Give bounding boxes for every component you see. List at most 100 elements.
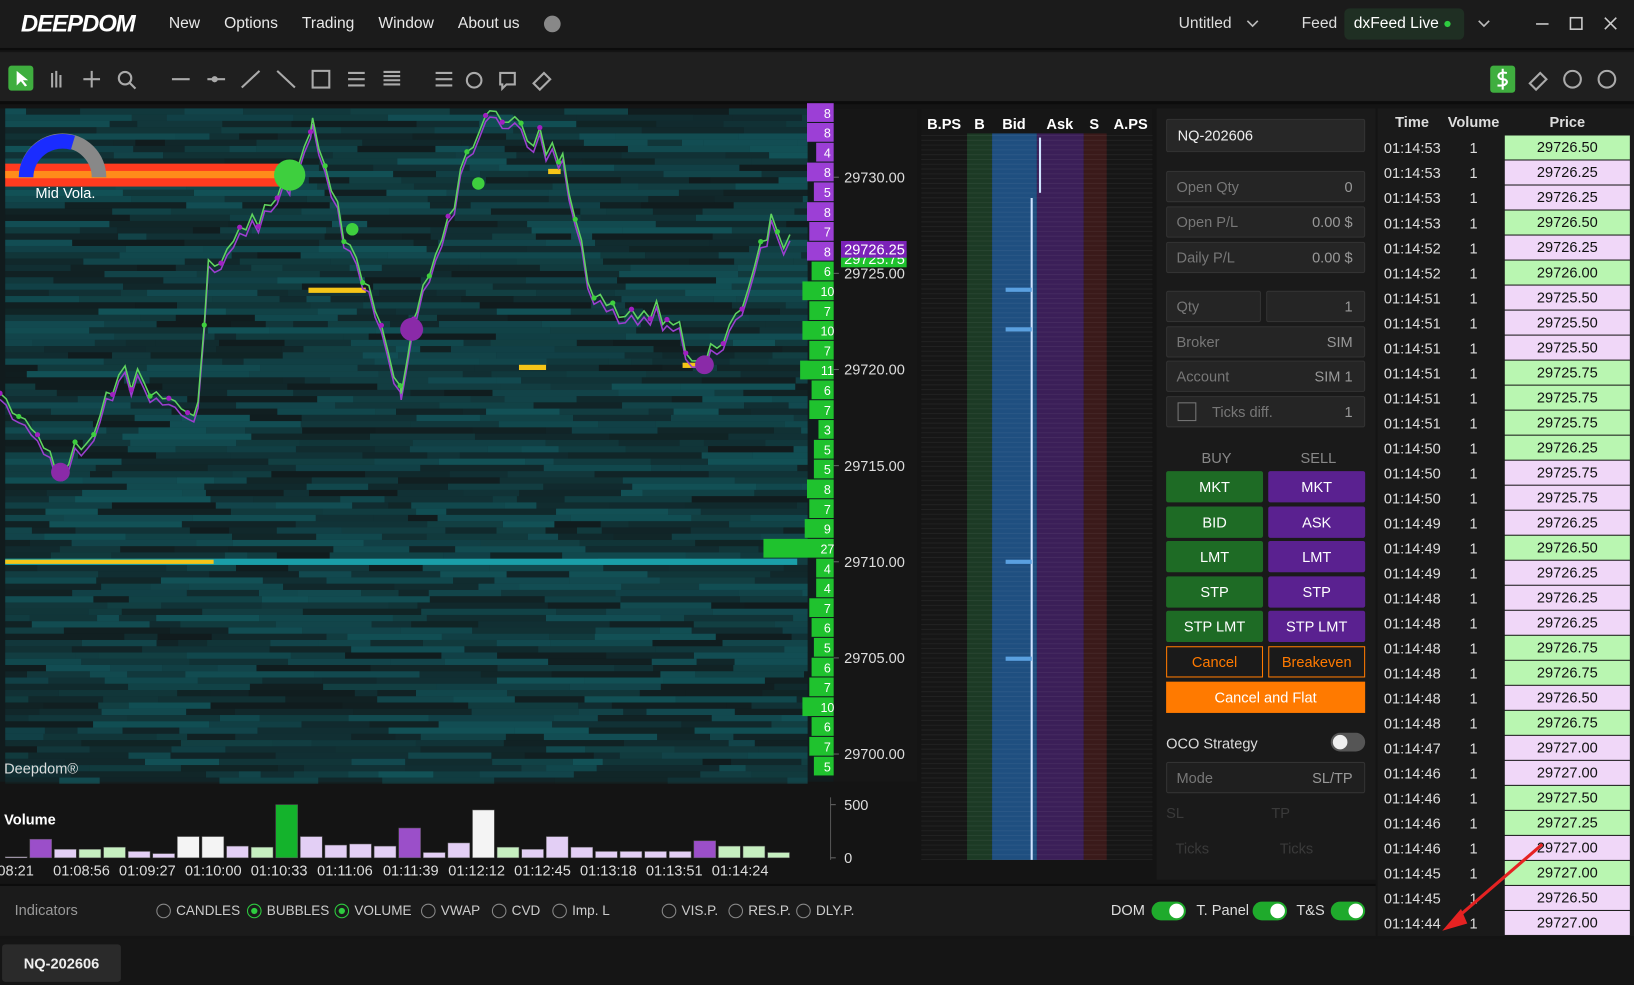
heatmap-cell: [462, 408, 487, 415]
buy-button[interactable]: STP LMT: [1166, 610, 1264, 643]
heatmap-cell: [210, 496, 254, 503]
heatmap-cell: [5, 521, 50, 528]
heatmap-cell: [480, 539, 580, 547]
sell-button[interactable]: MKT: [1268, 471, 1366, 503]
cancel-flat-button[interactable]: Cancel and Flat: [1166, 681, 1366, 713]
heatmap-cell: [256, 145, 358, 153]
menu-item[interactable]: Options: [224, 14, 278, 33]
heatmap-cell: [145, 346, 217, 353]
toggle-label: T. Panel: [1196, 901, 1250, 919]
heatmap-cell: [162, 664, 218, 672]
heatmap-cell: [257, 252, 300, 258]
heatmap-cell: [135, 302, 177, 308]
heatmap-cell: [155, 339, 220, 347]
menu-item[interactable]: About us: [457, 14, 520, 33]
input-box[interactable]: [1166, 206, 1366, 238]
cancel-button[interactable]: Cancel: [1166, 646, 1264, 678]
radio[interactable]: [334, 903, 350, 919]
heatmap-cell: [219, 340, 284, 346]
heatmap-cell: [750, 514, 808, 522]
heatmap-cell: [149, 377, 283, 384]
dom-size-bar: [1005, 327, 1032, 332]
heatmap-cell: [449, 471, 508, 478]
menu-item[interactable]: Window: [378, 14, 434, 33]
trade-bubble: [0, 390, 3, 396]
price-tick-label: 29710.00: [844, 555, 905, 571]
heatmap-cell: [186, 708, 235, 716]
heatmap-cell: [496, 308, 571, 315]
radio[interactable]: [661, 903, 677, 919]
feed-pill[interactable]: [1344, 8, 1465, 40]
profile-bar: [816, 142, 834, 162]
trade-bubble: [683, 350, 689, 356]
sell-button[interactable]: STP LMT: [1268, 610, 1366, 643]
radio[interactable]: [552, 903, 567, 919]
heatmap-cell: [734, 352, 773, 359]
radio[interactable]: [728, 903, 744, 919]
input-box[interactable]: [1166, 396, 1366, 428]
heatmap-cell: [796, 502, 808, 509]
buy-button[interactable]: BID: [1166, 506, 1264, 538]
input-box[interactable]: [1166, 170, 1366, 203]
heatmap-cell: [222, 358, 244, 365]
heatmap-cell: [613, 340, 680, 346]
input-box[interactable]: [1166, 360, 1366, 392]
buy-button[interactable]: LMT: [1166, 540, 1264, 573]
heatmap-cell: [752, 452, 808, 459]
sell-button[interactable]: ASK: [1268, 506, 1366, 538]
heatmap-cell: [709, 733, 734, 741]
heatmap-cell: [595, 627, 660, 634]
input-value: 1: [1344, 403, 1353, 421]
radio[interactable]: [246, 903, 262, 919]
heatmap-cell: [5, 108, 27, 115]
input-box[interactable]: [1166, 118, 1366, 153]
profile-bar: [809, 222, 834, 241]
input-box[interactable]: [1166, 290, 1261, 323]
heatmap-cell: [204, 483, 307, 490]
profile-label: 3: [824, 424, 831, 438]
heatmap-cell: [5, 289, 49, 297]
heatmap-cell: [5, 577, 97, 584]
heatmap-cell: [700, 771, 752, 778]
menu-item[interactable]: Trading: [301, 14, 355, 33]
heatmap-cell: [422, 639, 497, 647]
heatmap-cell: [96, 127, 222, 134]
heatmap-cell: [556, 608, 607, 615]
input-box[interactable]: [1166, 326, 1366, 358]
profile-label: 27: [820, 542, 834, 556]
checkbox[interactable]: [1177, 402, 1197, 422]
radio[interactable]: [796, 903, 811, 919]
radio[interactable]: [491, 903, 507, 919]
heatmap-cell: [176, 315, 255, 321]
menu-item[interactable]: New: [168, 14, 201, 33]
heatmap-cell: [397, 158, 507, 165]
trade-bubble: [537, 125, 543, 131]
sell-button[interactable]: STP: [1268, 575, 1366, 608]
buy-button[interactable]: STP: [1166, 575, 1264, 608]
heatmap-cell: [426, 245, 527, 253]
radio[interactable]: [156, 903, 171, 919]
input-box[interactable]: [1266, 290, 1366, 323]
heatmap-cell: [625, 302, 732, 309]
heatmap-cell: [128, 752, 171, 759]
breakeven-button[interactable]: Breakeven: [1268, 646, 1366, 678]
column-label: SELL: [1300, 449, 1337, 466]
heatmap-cell: [89, 671, 128, 678]
heatmap-cell: [83, 258, 185, 265]
heatmap-cell: [714, 195, 803, 203]
sell-button[interactable]: LMT: [1268, 540, 1366, 573]
heatmap-cell: [293, 114, 389, 121]
profile-bar: [811, 618, 834, 637]
input-box[interactable]: [1166, 241, 1366, 274]
buy-button[interactable]: MKT: [1166, 471, 1264, 503]
heatmap-cell: [357, 146, 435, 152]
oco-toggle-knob: [1332, 734, 1348, 750]
workspace-name[interactable]: Untitled: [1178, 14, 1232, 33]
heatmap-cell: [46, 489, 83, 497]
tab[interactable]: NQ-202606: [2, 944, 121, 982]
heatmap-cell: [582, 158, 655, 165]
input-box[interactable]: [1166, 761, 1366, 794]
radio[interactable]: [421, 903, 436, 919]
indicators-label[interactable]: Indicators: [14, 901, 78, 919]
profile-label: 9: [824, 523, 831, 537]
